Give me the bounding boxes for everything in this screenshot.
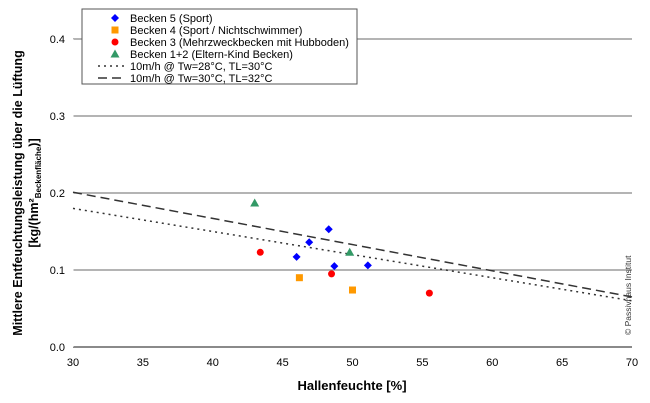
y-tick-label: 0.3 <box>50 111 65 123</box>
data-point <box>425 289 433 297</box>
legend-label: Becken 1+2 (Eltern-Kind Becken) <box>130 49 293 61</box>
y-tick-label: 0.2 <box>50 188 65 200</box>
x-axis-label: Hallenfeuchte [%] <box>297 378 406 393</box>
legend-label: 10m/h @ Tw=28°C, TL=30°C <box>130 61 273 73</box>
legend-label: Becken 3 (Mehrzweckbecken mit Hubboden) <box>130 37 349 49</box>
x-tick-label: 60 <box>486 357 498 369</box>
legend-marker <box>111 26 119 34</box>
legend-label: Becken 5 (Sport) <box>130 13 213 25</box>
y-tick-label: 0.4 <box>50 34 65 46</box>
y-tick-label: 0.1 <box>50 265 65 277</box>
data-point <box>256 248 264 256</box>
legend: Becken 5 (Sport)Becken 4 (Sport / Nichts… <box>81 8 358 85</box>
data-point <box>330 262 339 271</box>
copyright: © Passivhaus Institut <box>623 255 633 335</box>
data-point <box>345 247 355 256</box>
data-point <box>324 225 333 234</box>
data-point <box>328 270 336 278</box>
legend-marker <box>111 14 119 22</box>
legend-label: Becken 4 (Sport / Nichtschwimmer) <box>130 25 302 37</box>
x-tick-label: 45 <box>277 357 289 369</box>
x-tick-label: 35 <box>137 357 149 369</box>
trend-line <box>72 191 633 298</box>
legend-label: 10m/h @ Tw=30°C, TL=32°C <box>130 73 273 85</box>
x-tick-label: 50 <box>346 357 358 369</box>
data-point <box>305 238 314 247</box>
y-axis-label: Mittlere Entfeuchtungsleistung über die … <box>11 50 25 335</box>
x-tick-label: 70 <box>626 357 638 369</box>
legend-marker <box>111 38 119 46</box>
data-point <box>250 198 260 207</box>
x-tick-label: 30 <box>67 357 79 369</box>
x-tick-label: 40 <box>207 357 219 369</box>
data-point <box>292 252 301 261</box>
y-tick-label: 0.0 <box>50 342 65 354</box>
data-point <box>349 286 356 294</box>
x-tick-label: 55 <box>416 357 428 369</box>
x-tick-label: 65 <box>556 357 568 369</box>
y-axis-label-unit: [kg/(hm²Beckenfläche)] <box>27 138 43 247</box>
data-point <box>295 274 303 282</box>
legend-marker <box>110 49 120 58</box>
data-point <box>363 261 372 270</box>
